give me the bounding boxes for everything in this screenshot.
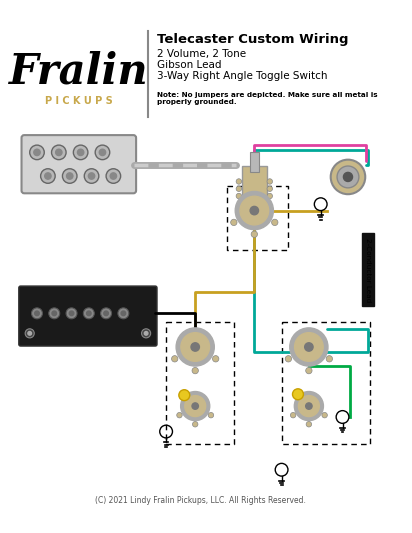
Bar xyxy=(13,24,388,123)
Circle shape xyxy=(63,169,77,183)
Circle shape xyxy=(306,367,312,374)
Circle shape xyxy=(251,231,258,237)
Circle shape xyxy=(181,333,210,361)
Bar xyxy=(241,166,267,203)
Circle shape xyxy=(235,191,274,230)
Circle shape xyxy=(56,149,62,156)
Circle shape xyxy=(101,308,112,319)
Text: Fralin: Fralin xyxy=(9,51,149,92)
Circle shape xyxy=(231,219,237,225)
Circle shape xyxy=(110,173,117,179)
Circle shape xyxy=(32,308,42,319)
Circle shape xyxy=(118,308,129,319)
Circle shape xyxy=(99,149,105,156)
Circle shape xyxy=(52,145,66,160)
Circle shape xyxy=(290,413,296,418)
Circle shape xyxy=(298,395,319,417)
Circle shape xyxy=(191,343,199,351)
Circle shape xyxy=(144,332,148,335)
Circle shape xyxy=(73,145,88,160)
Circle shape xyxy=(171,356,178,362)
Circle shape xyxy=(236,186,241,191)
Circle shape xyxy=(344,172,353,181)
Circle shape xyxy=(67,173,73,179)
Circle shape xyxy=(177,413,182,418)
Circle shape xyxy=(306,422,311,427)
Circle shape xyxy=(176,328,214,366)
Circle shape xyxy=(49,308,60,319)
Circle shape xyxy=(192,403,199,409)
Circle shape xyxy=(295,333,323,361)
Circle shape xyxy=(208,413,214,418)
Circle shape xyxy=(331,160,365,194)
Text: 3-Way Right Angle Toggle Switch: 3-Way Right Angle Toggle Switch xyxy=(157,71,328,81)
Circle shape xyxy=(236,193,241,199)
Circle shape xyxy=(290,328,328,366)
Circle shape xyxy=(83,308,94,319)
Circle shape xyxy=(121,311,126,316)
Circle shape xyxy=(236,179,241,184)
Circle shape xyxy=(293,389,303,400)
FancyBboxPatch shape xyxy=(19,286,157,346)
Circle shape xyxy=(272,219,278,225)
FancyBboxPatch shape xyxy=(21,135,136,193)
Circle shape xyxy=(240,196,269,225)
Circle shape xyxy=(267,179,272,184)
Circle shape xyxy=(306,403,312,409)
Circle shape xyxy=(304,343,313,351)
Circle shape xyxy=(77,149,84,156)
Circle shape xyxy=(45,173,51,179)
Text: Note: No jumpers are depicted. Make sure all metal is
properly grounded.: Note: No jumpers are depicted. Make sure… xyxy=(157,92,378,105)
Bar xyxy=(250,152,259,172)
Circle shape xyxy=(326,356,332,362)
Circle shape xyxy=(180,392,210,421)
Circle shape xyxy=(88,173,95,179)
Circle shape xyxy=(285,356,292,362)
Text: P I C K U P S: P I C K U P S xyxy=(45,95,113,106)
Text: Gibson Lead: Gibson Lead xyxy=(157,60,222,70)
Circle shape xyxy=(213,356,219,362)
Circle shape xyxy=(35,311,39,316)
Text: 2-Conductor Lead: 2-Conductor Lead xyxy=(365,238,371,302)
Circle shape xyxy=(142,329,151,338)
Circle shape xyxy=(87,311,91,316)
Circle shape xyxy=(322,413,328,418)
Circle shape xyxy=(41,169,55,183)
Circle shape xyxy=(52,311,56,316)
Circle shape xyxy=(337,166,359,188)
Circle shape xyxy=(84,169,99,183)
Circle shape xyxy=(294,392,323,421)
Circle shape xyxy=(179,390,190,401)
Circle shape xyxy=(192,367,199,374)
Text: 2 Volume, 2 Tone: 2 Volume, 2 Tone xyxy=(157,49,246,59)
Circle shape xyxy=(250,206,258,215)
Circle shape xyxy=(104,311,108,316)
Circle shape xyxy=(95,145,110,160)
Text: (C) 2021 Lindy Fralin Pickups, LLC. All Rights Reserved.: (C) 2021 Lindy Fralin Pickups, LLC. All … xyxy=(95,496,306,505)
Circle shape xyxy=(185,395,206,417)
Circle shape xyxy=(25,329,34,338)
Circle shape xyxy=(28,332,32,335)
Text: Telecaster Custom Wiring: Telecaster Custom Wiring xyxy=(157,33,349,46)
Circle shape xyxy=(34,149,40,156)
Circle shape xyxy=(69,311,74,316)
Circle shape xyxy=(66,308,77,319)
Circle shape xyxy=(267,193,272,199)
Circle shape xyxy=(30,145,44,160)
Circle shape xyxy=(267,186,272,191)
Circle shape xyxy=(192,422,198,427)
Bar xyxy=(362,233,375,306)
Circle shape xyxy=(106,169,121,183)
